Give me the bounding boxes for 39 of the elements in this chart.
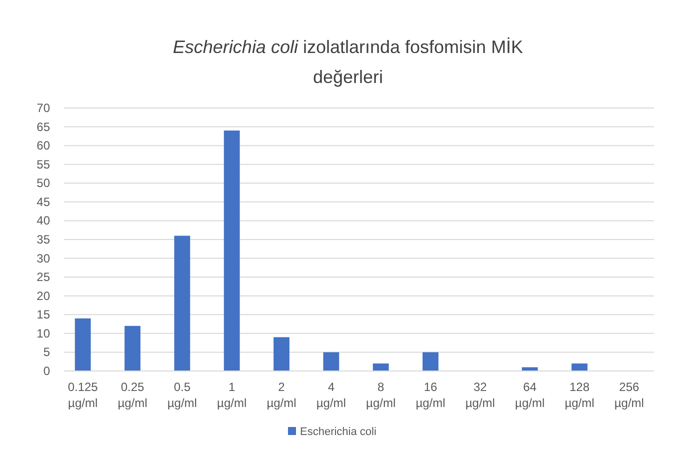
bar <box>124 326 140 371</box>
bar <box>174 236 190 371</box>
y-tick-label: 40 <box>36 214 50 228</box>
x-tick-label: 16 µg/ml <box>416 380 446 410</box>
x-tick-label: 1 µg/ml <box>217 380 247 410</box>
x-tick-label: 256 µg/ml <box>614 380 644 410</box>
x-tick-label: 0.125 µg/ml <box>68 380 98 410</box>
y-tick-label: 25 <box>36 270 50 284</box>
bar <box>572 363 588 371</box>
y-tick-label: 15 <box>36 308 50 322</box>
x-tick-label: 4 µg/ml <box>316 380 346 410</box>
y-tick-label: 55 <box>36 157 50 172</box>
y-tick-label: 70 <box>36 101 50 115</box>
bar <box>224 130 240 371</box>
x-tick-label: 0.5 µg/ml <box>167 380 197 410</box>
y-tick-label: 20 <box>36 288 50 303</box>
bar <box>522 367 538 371</box>
y-tick-label: 35 <box>36 232 50 246</box>
bar <box>372 363 389 371</box>
x-tick-label: 128 µg/ml <box>564 380 594 410</box>
x-tick-label: 0.25 µg/ml <box>118 380 148 410</box>
legend-label: Escherichia coli <box>300 426 376 438</box>
y-tick-label: 5 <box>43 345 50 360</box>
x-tick-label: 2 µg/ml <box>266 380 296 410</box>
bar <box>323 352 340 371</box>
bar <box>274 337 290 371</box>
y-tick-label: 50 <box>36 176 50 190</box>
y-tick-label: 60 <box>36 138 50 153</box>
y-tick-label: 10 <box>36 326 50 340</box>
y-tick-label: 65 <box>36 120 50 134</box>
y-tick-label: 45 <box>36 194 50 209</box>
chart-title: Escherichia coli izolatlarında fosfomisin MİK değerleri <box>172 37 524 87</box>
y-tick-label: 0 <box>43 364 50 378</box>
bar <box>74 318 91 371</box>
x-tick-label: 64 µg/ml <box>515 380 545 410</box>
bar <box>422 352 438 371</box>
y-tick-label: 30 <box>36 251 50 266</box>
x-tick-label: 32 µg/ml <box>465 380 495 410</box>
x-tick-label: 8 µg/ml <box>366 380 396 410</box>
